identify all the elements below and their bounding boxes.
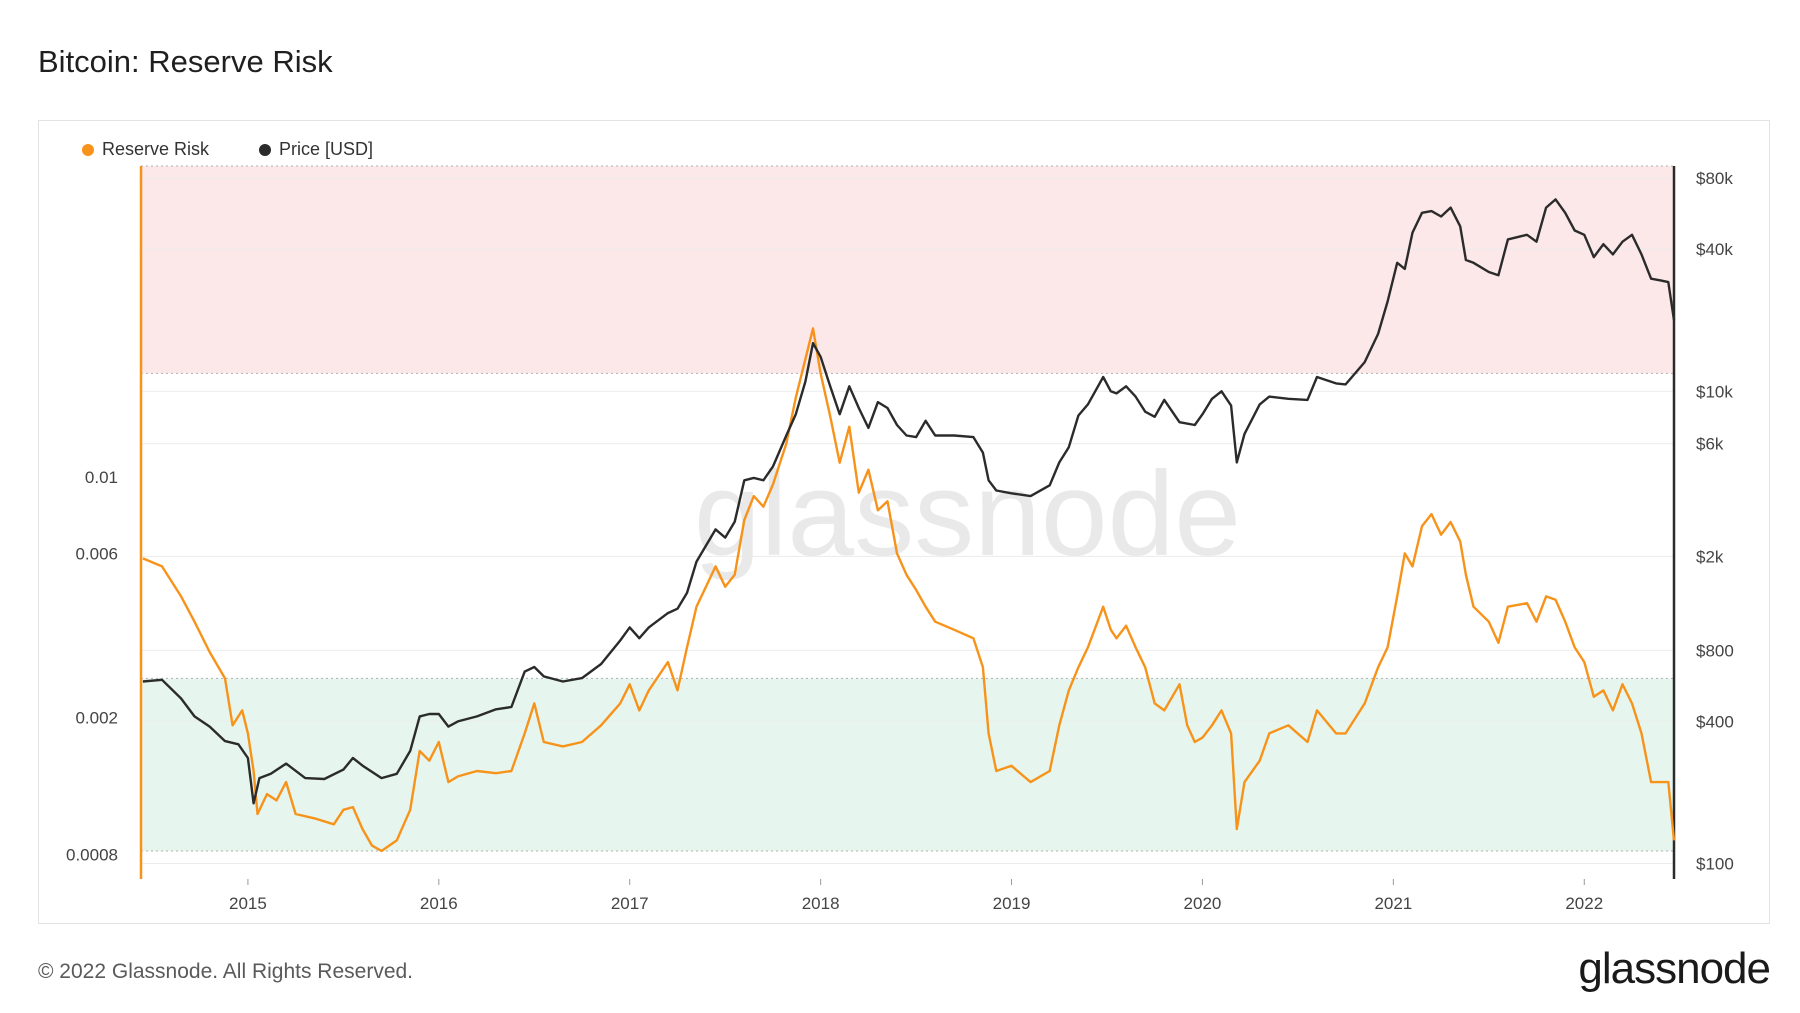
right-axis-tick-label: $6k: [1696, 435, 1724, 454]
right-axis-tick-label: $2k: [1696, 547, 1724, 566]
x-axis-tick-label: 2015: [229, 894, 267, 913]
left-axis-tick-label: 0.006: [75, 544, 118, 563]
reserve-risk-line: [142, 327, 1676, 853]
x-axis-tick-label: 2020: [1184, 894, 1222, 913]
legend-dot-reserve-risk: [82, 143, 94, 156]
chart-panel: [38, 120, 1770, 924]
band-green: [141, 678, 1674, 852]
legend-dot-price: [259, 143, 272, 156]
right-axis-tick-label: $40k: [1696, 240, 1733, 259]
watermark-text: glassnode: [694, 447, 1241, 581]
x-axis-tick-label: 2016: [420, 894, 458, 913]
legend-label-reserve-risk: Reserve Risk: [102, 139, 210, 159]
copyright-footer: © 2022 Glassnode. All Rights Reserved.: [38, 960, 414, 983]
x-axis-tick-label: 2017: [611, 894, 649, 913]
x-axis-tick-label: 2019: [993, 894, 1031, 913]
right-axis-tick-label: $400: [1696, 712, 1734, 731]
price-line: [142, 198, 1676, 805]
right-axis-tick-label: $80k: [1696, 169, 1733, 188]
x-axis-tick-label: 2022: [1565, 894, 1603, 913]
left-axis-tick-label: 0.01: [85, 468, 118, 487]
chart-title: Bitcoin: Reserve Risk: [38, 44, 333, 79]
glassnode-logo: glassnode: [1578, 944, 1771, 993]
legend: Reserve Risk Price [USD]: [82, 139, 373, 160]
x-axis-tick-label: 2021: [1374, 894, 1412, 913]
legend-label-price: Price [USD]: [279, 139, 374, 159]
x-axis-tick-label: 2018: [802, 894, 840, 913]
left-axis-tick-label: 0.0008: [66, 846, 118, 865]
band-red: [141, 166, 1674, 374]
right-axis-tick-label: $800: [1696, 641, 1734, 660]
left-axis-tick-label: 0.002: [75, 709, 118, 728]
right-axis-tick-label: $100: [1696, 855, 1734, 874]
legend-item-reserve-risk[interactable]: Reserve Risk: [82, 139, 209, 160]
right-axis-tick-label: $10k: [1696, 382, 1733, 401]
legend-item-price[interactable]: Price [USD]: [259, 139, 373, 160]
